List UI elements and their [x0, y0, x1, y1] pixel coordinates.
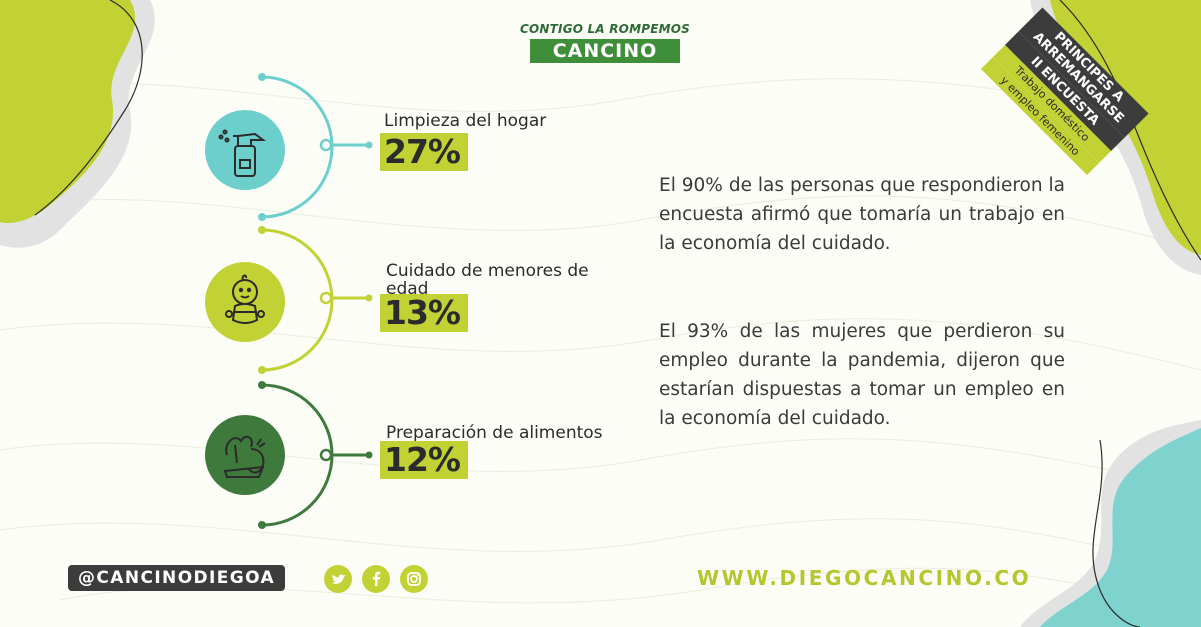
twitter-icon[interactable] [324, 565, 352, 593]
item-percent-food: 12% [380, 441, 468, 479]
logo-slogan: CONTIGO LA ROMPEMOS [520, 22, 691, 36]
paragraph-1: El 90% de las personas que respondieron … [659, 175, 1065, 254]
social-handle[interactable]: @CANCINODIEGOA [68, 565, 286, 591]
spray-bottle-icon [205, 110, 285, 190]
paragraph-2: El 93% de las mujeres que perdieron su e… [659, 321, 1065, 429]
vegetables-icon [205, 415, 285, 495]
item-percent-childcare: 13% [380, 294, 468, 332]
logo-name: CANCINO [530, 39, 680, 63]
website-link[interactable]: WWW.DIEGOCANCINO.CO [697, 566, 1032, 590]
item-label-cleaning: Limpieza del hogar [384, 111, 547, 131]
item-label-food: Preparación de alimentos [386, 423, 603, 443]
campaign-logo: CONTIGO LA ROMPEMOS CANCINO [520, 22, 690, 63]
facebook-icon[interactable] [362, 565, 390, 593]
item-label-childcare: Cuidado de menores de edad [386, 261, 589, 299]
instagram-icon[interactable] [400, 565, 428, 593]
baby-icon [205, 262, 285, 342]
item-percent-cleaning: 27% [380, 133, 468, 171]
